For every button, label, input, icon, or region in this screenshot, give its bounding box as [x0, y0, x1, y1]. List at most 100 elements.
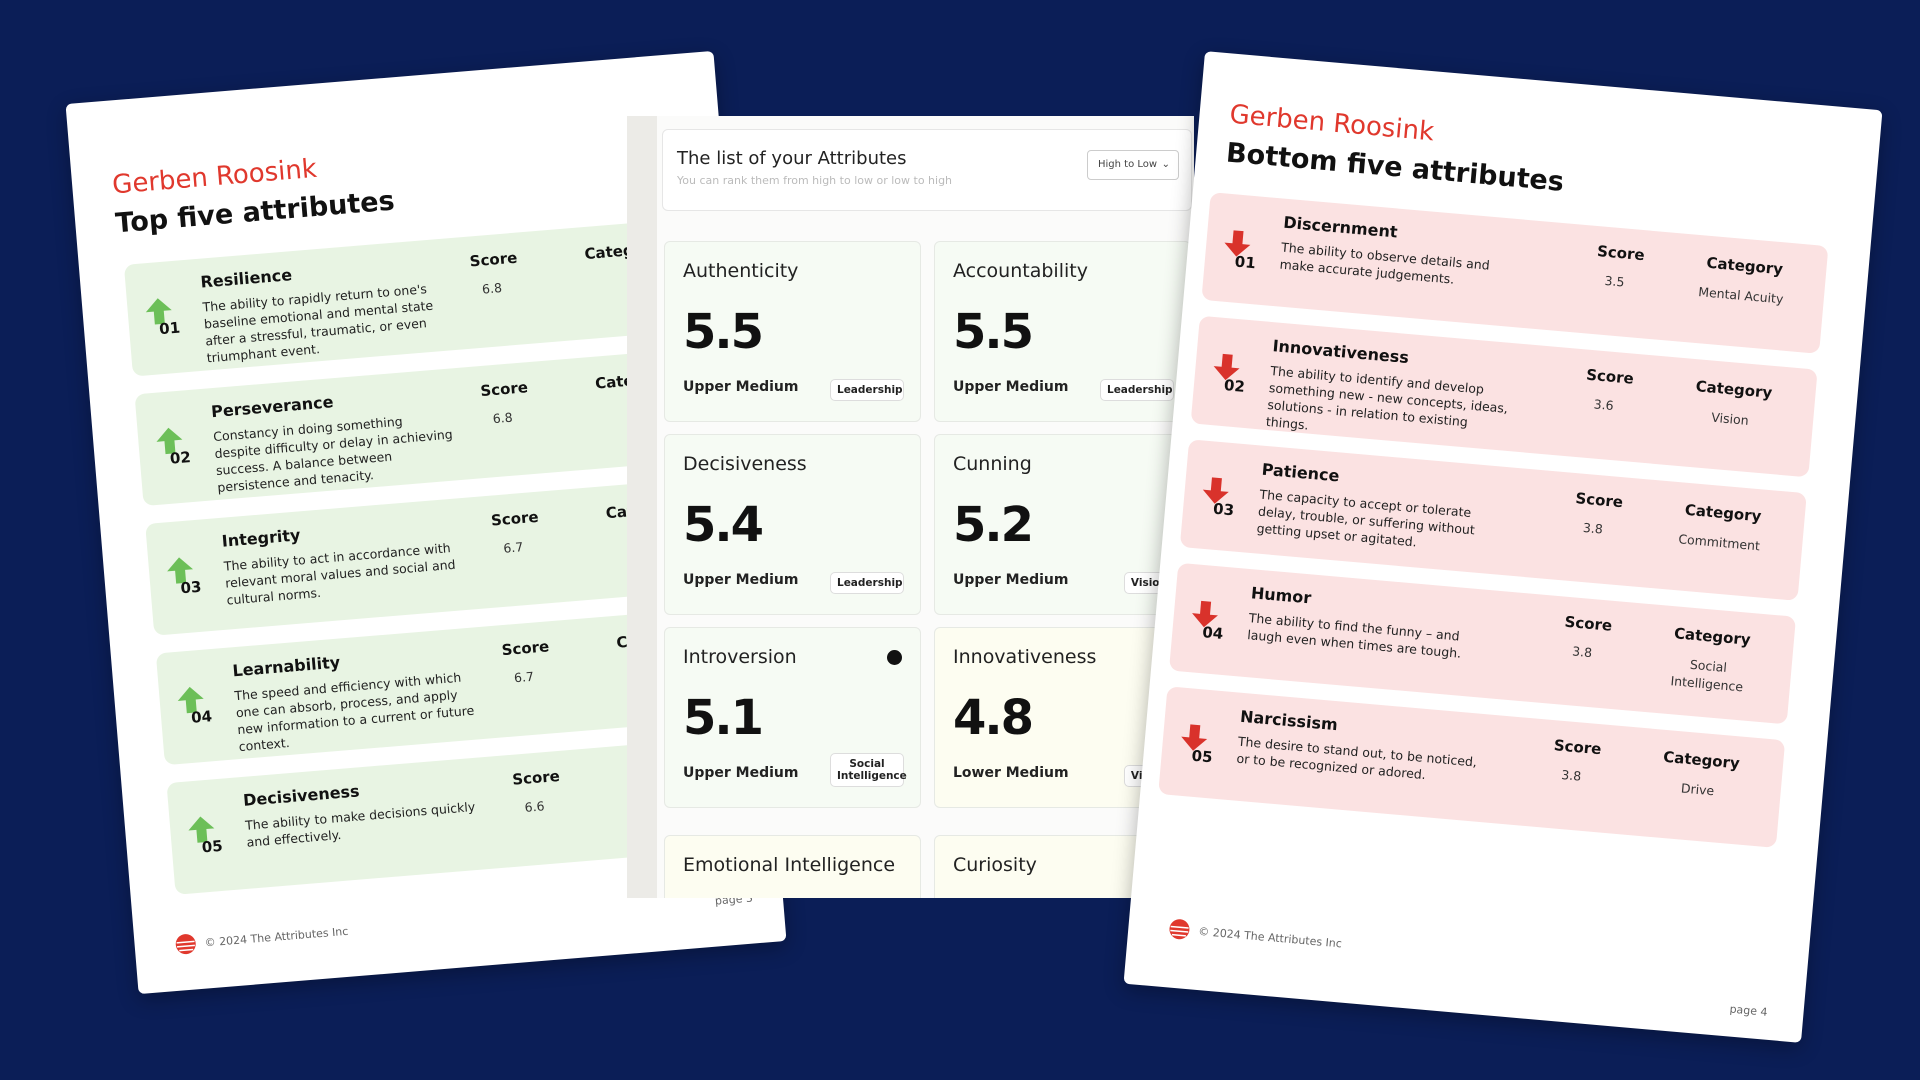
attribute-name: Learnability [231, 652, 341, 681]
attribute-description: The capacity to accept or tolerate delay… [1256, 486, 1476, 550]
card-category: Leadership [830, 572, 904, 594]
up-arrow [145, 298, 172, 325]
rank: 02 [169, 448, 192, 468]
category-header: Category [1705, 253, 1784, 279]
card-name: Innovativeness [953, 646, 1097, 668]
down-arrow [1192, 600, 1218, 628]
down-arrow [1224, 230, 1251, 257]
attribute-description: The ability to find the funny – and laug… [1246, 610, 1462, 661]
attribute-name: Integrity [221, 525, 302, 551]
up-arrow [188, 816, 215, 843]
score-header: Score [479, 378, 529, 401]
rank: 04 [190, 707, 213, 727]
attribute-name: Narcissism [1239, 706, 1339, 735]
card-score: 5.5 [953, 304, 1034, 360]
logo [175, 934, 196, 955]
attribute-description: The ability to observe details and make … [1279, 239, 1491, 287]
card-name: Emotional Intelligence [683, 854, 896, 876]
arrow-shape [177, 686, 204, 714]
attribute-name: Decisiveness [242, 781, 361, 810]
attribute-name: Resilience [199, 265, 293, 292]
attribute-row: 05 Decisiveness The ability to make decisi… [166, 732, 787, 895]
rank: 04 [1201, 623, 1225, 643]
arrow-shape [1181, 724, 1208, 751]
category-value: Commitment [1677, 531, 1761, 554]
card-level: Upper Medium [683, 765, 799, 781]
attribute-card: Introversion 5.1 Upper Medium Social Intell… [664, 627, 921, 808]
card-category: Social Intelligence [830, 753, 907, 787]
rank: 05 [201, 836, 224, 857]
attribute-row: 04 Humor The ability to find the funny – a… [1168, 562, 1797, 725]
category-header: Category [1694, 377, 1773, 402]
attribute-name: Innovativeness [1271, 336, 1410, 368]
attribute-description: The speed and efficiency with which one … [233, 669, 475, 755]
list-subtitle: You can rank them from high to low or lo… [677, 174, 953, 187]
card-name: Accountability [953, 260, 1088, 282]
top-five-page: Gerben Roosink Top five attributes © 202… [65, 50, 787, 995]
attribute-description: The ability to rapidly return to one's b… [201, 281, 434, 366]
attribute-description: Constancy in doing something despite dif… [212, 413, 454, 495]
sort-label: High to Low [1098, 159, 1158, 170]
card-level: Upper Medium [683, 379, 799, 395]
score-value: 3.8 [1571, 643, 1593, 661]
score-value: 6.8 [481, 280, 503, 297]
attribute-name: Discernment [1282, 212, 1399, 242]
score-value: 3.6 [1593, 396, 1615, 414]
rank: 01 [158, 318, 181, 339]
attribute-card: Cunning 5.2 Upper Medium Vision [934, 434, 1191, 615]
attribute-card: Accountability 5.5 Upper Medium Leadership [934, 241, 1191, 422]
score-header: Score [500, 637, 550, 660]
card-name: Cunning [953, 453, 1032, 475]
category-value: Mental Acuity [1697, 284, 1784, 307]
up-arrow [167, 557, 194, 584]
sort-select[interactable]: High to Low ⌄ [1087, 150, 1179, 180]
score-header: Score [511, 766, 561, 789]
sidebar-strip [627, 116, 657, 898]
down-arrow [1181, 724, 1208, 751]
score-value: 3.8 [1582, 519, 1604, 537]
card-score: 5.4 [683, 497, 764, 553]
attribute-row: 01 Discernment The ability to observe deta… [1201, 192, 1829, 354]
card-level: Upper Medium [953, 379, 1069, 395]
arrow-shape [1213, 353, 1240, 381]
arrow-shape [167, 557, 194, 584]
info-icon [887, 650, 902, 665]
category-value: Drive [1680, 780, 1715, 799]
attribute-row: 01 Resilience The ability to rapidly retur… [123, 214, 751, 377]
arrow-shape [188, 816, 215, 843]
attribute-card: Authenticity 5.5 Upper Medium Leadership [664, 241, 921, 422]
score-header: Score [469, 248, 518, 271]
card-category: Leadership [830, 379, 904, 401]
attributes-app: The list of your Attributes You can rank… [627, 116, 1194, 898]
card-level: Upper Medium [683, 572, 799, 588]
attribute-card: Decisiveness 5.4 Upper Medium Leadership [664, 434, 921, 615]
arrow-shape [145, 298, 172, 325]
arrow-shape [156, 427, 183, 455]
attribute-row: 02 Innovativeness The ability to identify … [1190, 315, 1818, 478]
arrow-shape [1192, 600, 1218, 628]
down-arrow [1202, 477, 1229, 504]
category-header: Category [1662, 747, 1741, 773]
score-value: 6.6 [524, 798, 546, 815]
card-name: Introversion [683, 646, 797, 668]
card-name: Decisiveness [683, 453, 807, 475]
category-value: Social Intelligence [1669, 656, 1744, 695]
rank: 05 [1190, 746, 1214, 767]
page-number: page 4 [1729, 1002, 1769, 1019]
card-name: Curiosity [953, 854, 1037, 876]
arrow-shape [1224, 230, 1251, 257]
score-header: Score [490, 507, 540, 530]
attribute-name: Patience [1261, 459, 1341, 486]
category-header: Category [1684, 500, 1763, 526]
logo [1169, 919, 1190, 940]
attribute-name: Humor [1250, 583, 1312, 608]
attribute-row: 04 Learnability The speed and efficiency w… [155, 602, 783, 766]
attribute-description: The ability to act in accordance with re… [223, 540, 457, 608]
down-arrow [1213, 353, 1240, 381]
up-arrow [177, 686, 204, 714]
attribute-card: Emotional Intelligence [664, 835, 921, 898]
list-header: The list of your Attributes You can rank… [662, 129, 1192, 211]
footer: © 2024 The Attributes Inc [1197, 924, 1343, 951]
